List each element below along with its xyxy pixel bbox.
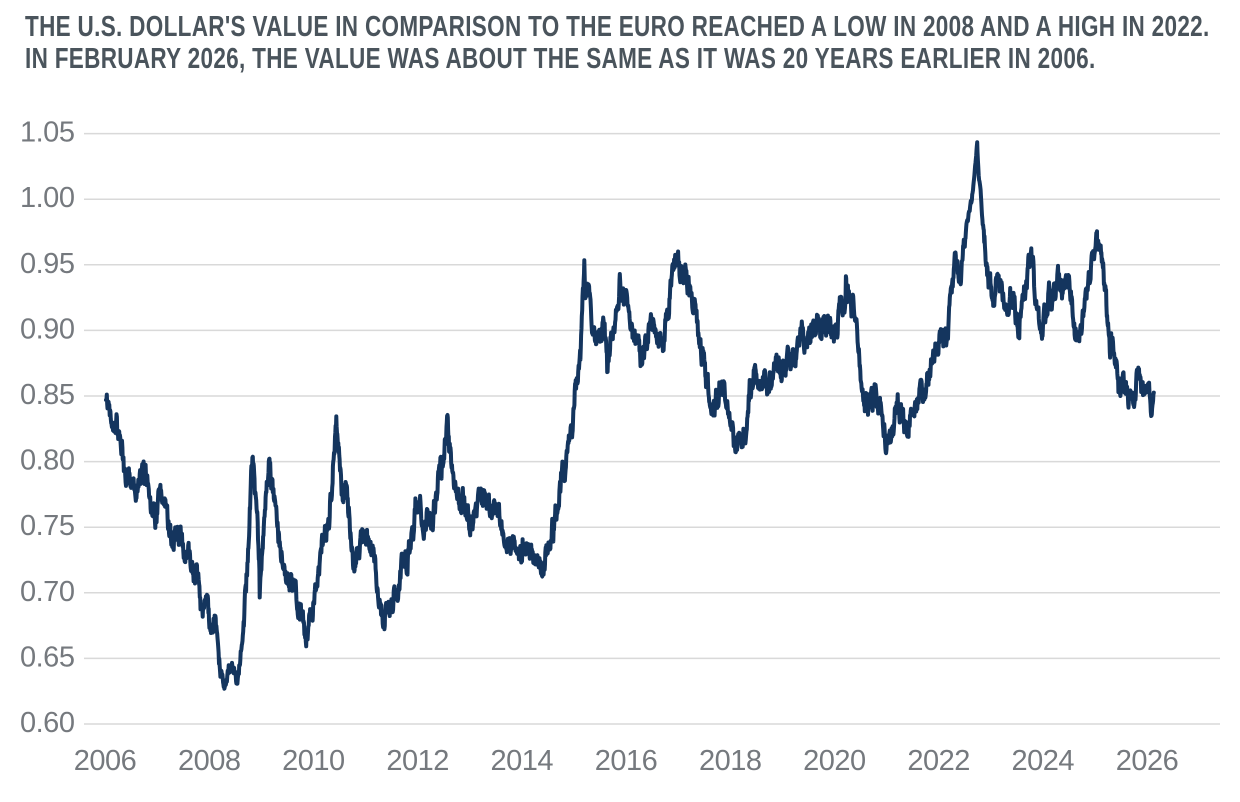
x-tick-label: 2008 [178,745,241,777]
series-line-usd-eur [104,140,1156,691]
y-tick-label: 0.95 [20,248,74,280]
x-tick-label: 2010 [282,745,345,777]
x-tick-label: 2016 [595,745,658,777]
chart-title-line-2: IN FEBRUARY 2026, THE VALUE WAS ABOUT TH… [25,43,1096,75]
x-tick-label: 2014 [491,745,554,777]
x-tick-label: 2022 [907,745,970,777]
y-tick-label: 0.60 [20,707,74,739]
x-tick-label: 2006 [74,745,137,777]
y-tick-label: 0.90 [20,313,74,345]
y-tick-label: 1.05 [20,117,74,149]
gridlines [84,132,1220,725]
x-axis-labels: 2006 2008 2010 2012 2014 2016 2018 2020 2022 2024… [74,745,1179,777]
y-tick-label: 0.80 [20,445,74,477]
chart-title: THE U.S. DOLLAR'S VALUE IN COMPARISON TO… [25,11,1210,75]
x-tick-label: 2024 [1012,745,1075,777]
x-tick-label: 2026 [1116,745,1179,777]
x-tick-label: 2012 [386,745,449,777]
x-tick-label: 2020 [803,745,866,777]
x-tick-label: 2018 [699,745,762,777]
y-tick-label: 0.85 [20,379,74,411]
chart-title-line-1: THE U.S. DOLLAR'S VALUE IN COMPARISON TO… [25,11,1210,43]
y-tick-label: 1.00 [20,182,74,214]
y-tick-label: 0.75 [20,510,74,542]
y-tick-label: 0.65 [20,641,74,673]
y-tick-label: 0.70 [20,576,74,608]
y-axis-labels: 1.05 1.00 0.95 0.90 0.85 0.80 0.75 0.70 0.65 0.60 [20,117,75,739]
